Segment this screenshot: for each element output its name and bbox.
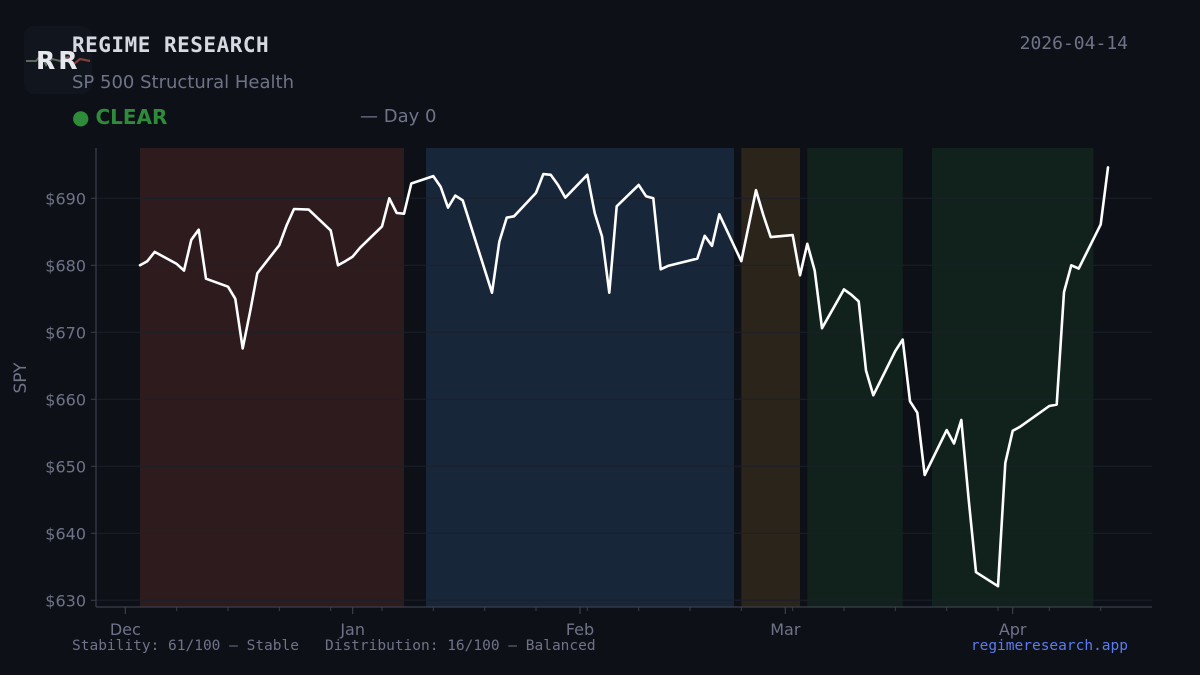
regime-band-1 (426, 148, 734, 607)
y-tick-label: $640 (45, 524, 86, 543)
stability-score: Stability: 61/100 — Stable (72, 638, 299, 654)
y-tick-label: $690 (45, 189, 86, 208)
regime-band-2 (741, 148, 800, 607)
y-tick-label: $660 (45, 390, 86, 409)
x-tick-label: Jan (339, 620, 365, 639)
distribution-score: Distribution: 16/100 — Balanced (324, 638, 596, 654)
axis-ticks: $630 $640 $650 $660 $670 $680 $690 Dec Jan Feb Mar… (45, 189, 1102, 639)
website-link[interactable]: regimeresearch.app (970, 638, 1128, 654)
report-date: 2026-04-14 (1019, 33, 1128, 54)
y-axis-label: SPY (11, 362, 31, 394)
logo-pulse-icon (26, 53, 91, 67)
status-badge: ● CLEAR (72, 105, 167, 129)
logo-text: RR (36, 46, 81, 75)
regime-band-0 (140, 148, 404, 607)
brand-title: REGIME RESEARCH (72, 33, 270, 57)
series-line-0 (138, 166, 1110, 588)
grid-lines (96, 197, 1152, 601)
series-group (138, 166, 1110, 588)
logo: RR (24, 26, 92, 94)
status-label: CLEAR (95, 105, 168, 129)
regime-band-3 (807, 148, 903, 607)
y-tick-label: $630 (45, 591, 86, 610)
x-tick-label: Feb (566, 620, 594, 639)
status-day-info: — Day 0 (360, 106, 437, 127)
y-tick-label: $680 (45, 256, 86, 275)
regime-band-4 (932, 148, 1094, 607)
y-tick-label: $650 (45, 457, 86, 476)
x-tick-label: Apr (999, 620, 1027, 639)
x-tick-label: Dec (110, 620, 141, 639)
regime-bands (140, 148, 1094, 607)
status-dot-icon: ● (72, 105, 90, 129)
y-tick-label: $670 (45, 323, 86, 342)
page-subtitle: SP 500 Structural Health (72, 72, 294, 93)
x-tick-label: Mar (770, 620, 801, 639)
footer-metrics: Stability: 61/100 — Stable Distribution: … (72, 638, 596, 654)
chart-axes (95, 148, 1152, 608)
